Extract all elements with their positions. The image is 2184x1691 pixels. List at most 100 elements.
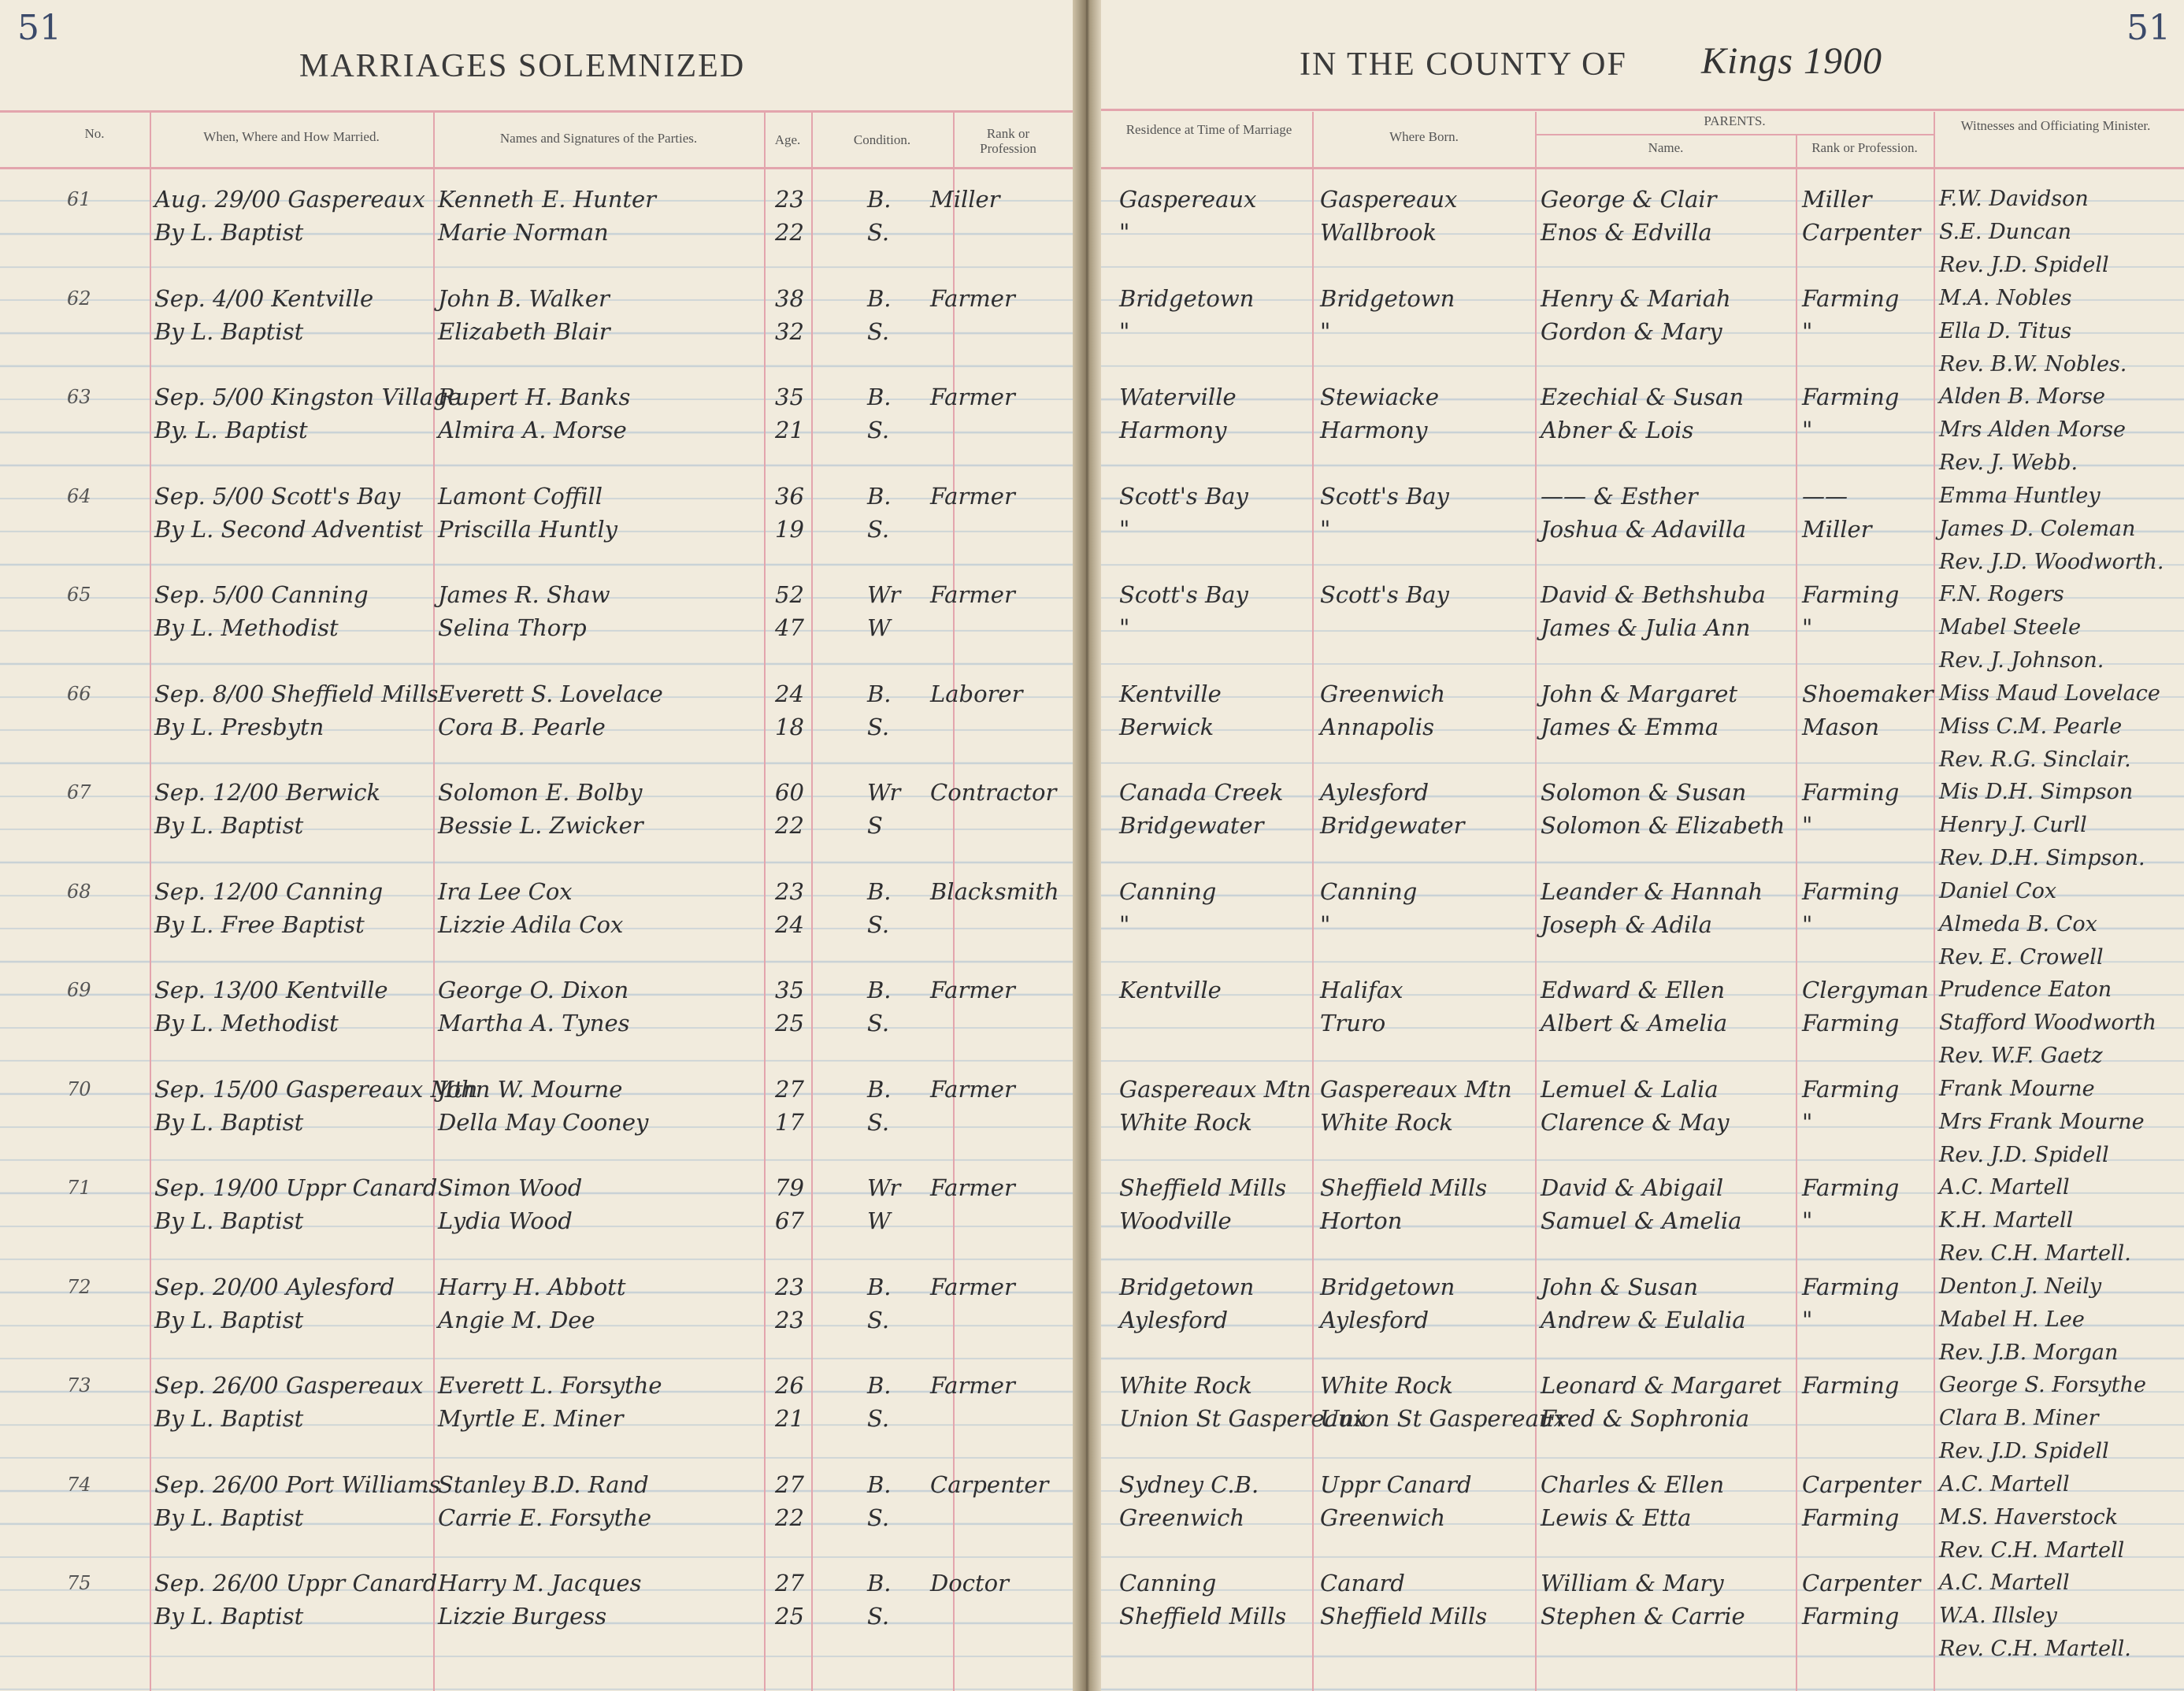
entry-residence-line: Sheffield Mills <box>1119 1603 1287 1630</box>
entry-witnesses-line: Rev. C.H. Martell. <box>1939 1637 2131 1661</box>
entry-parents-line: George & Clair <box>1541 186 1717 213</box>
entry-names-line: John W. Mourne <box>438 1075 623 1103</box>
left-page-title: MARRIAGES SOLEMNIZED <box>299 48 746 84</box>
entry-age-line: 23 <box>775 1306 804 1333</box>
entry-condition-line: S. <box>867 713 890 740</box>
entry-born-line: Scott's Bay <box>1320 482 1449 510</box>
entry-parent-rank-line: Farming <box>1802 1075 1900 1103</box>
entry-condition-line: B. <box>867 186 892 213</box>
entry-parents-line: Andrew & Eulalia <box>1541 1306 1746 1333</box>
entry-names-line: Marie Norman <box>438 219 609 246</box>
entry-parent-rank-line: " <box>1802 614 1813 641</box>
col-header-born: Where Born. <box>1389 129 1459 144</box>
entry-parents-line: Henry & Mariah <box>1541 284 1731 312</box>
entry-names-line: Stanley B.D. Rand <box>438 1470 649 1498</box>
entry-parent-rank-line: " <box>1802 1108 1813 1136</box>
entry-witnesses-line: A.C. Martell <box>1939 1471 2070 1496</box>
entry-when-line: By L. Methodist <box>154 614 339 641</box>
entry-residence-line: White Rock <box>1119 1108 1252 1136</box>
entry-age-line: 32 <box>775 317 804 345</box>
entry-age-line: 17 <box>775 1108 804 1136</box>
entry-parents-line: —— & Esther <box>1541 482 1698 510</box>
entry-number: 75 <box>67 1572 91 1594</box>
entry-rank-line: Farmer <box>930 1075 1015 1103</box>
entry-condition-line: W <box>867 614 891 641</box>
entry-when-line: By L. Baptist <box>154 1603 304 1630</box>
entry-residence-line: " <box>1119 219 1130 246</box>
entry-residence-line: Gaspereaux <box>1119 186 1257 213</box>
entry-when-line: By L. Baptist <box>154 1306 304 1333</box>
header-top-rule <box>1101 109 2184 111</box>
entry-parents-line: Albert & Amelia <box>1541 1010 1728 1036</box>
entry-born-line: Bridgetown <box>1320 284 1455 312</box>
entry-rank-line: Doctor <box>930 1570 1009 1596</box>
entry-rank-line: Farmer <box>930 1372 1015 1399</box>
book-gutter <box>1073 0 1101 1691</box>
entry-when-line: By L. Second Adventist <box>154 515 423 543</box>
entry-residence-line: Waterville <box>1119 384 1237 410</box>
entry-parents-line: William & Mary <box>1541 1570 1724 1596</box>
entry-names-line: Solomon E. Bolby <box>438 779 643 806</box>
entry-parent-rank-line: Clergyman <box>1802 977 1929 1003</box>
entry-parents-line: Ezechial & Susan <box>1541 384 1745 410</box>
entry-parents-line: John & Susan <box>1541 1273 1699 1300</box>
entry-names-line: Harry M. Jacques <box>438 1570 642 1596</box>
entry-names-line: Selina Thorp <box>438 614 587 641</box>
entry-witnesses-line: Rev. C.H. Martell <box>1939 1537 2125 1563</box>
entry-names-line: Della May Cooney <box>438 1108 649 1136</box>
column-rule <box>1312 112 1314 1691</box>
entry-parent-rank-line: " <box>1802 417 1813 443</box>
entry-condition-line: S. <box>867 219 890 246</box>
entry-born-line: " <box>1320 910 1331 938</box>
entry-condition-line: S. <box>867 1405 890 1432</box>
entry-parents-line: Enos & Edvilla <box>1541 219 1712 246</box>
entry-parent-rank-line: Farming <box>1802 1372 1900 1399</box>
entry-age-line: 35 <box>775 384 804 410</box>
entry-parents-line: Abner & Lois <box>1541 417 1694 443</box>
entry-witnesses-line: Alden B. Morse <box>1939 384 2106 409</box>
entry-when-line: Sep. 26/00 Uppr Canard <box>154 1570 438 1596</box>
entry-age-line: 79 <box>775 1174 804 1201</box>
entry-witnesses-line: M.S. Haverstock <box>1939 1504 2119 1530</box>
entry-condition-line: S. <box>867 1306 890 1333</box>
entry-witnesses-line: Prudence Eaton <box>1939 977 2112 1002</box>
entry-names-line: James R. Shaw <box>438 581 610 608</box>
entry-condition-line: B. <box>867 482 892 510</box>
entry-born-line: White Rock <box>1320 1372 1453 1399</box>
entry-age-line: 27 <box>775 1075 804 1103</box>
entry-parent-rank-line: Farming <box>1802 1174 1900 1201</box>
entry-born-line: Halifax <box>1320 977 1403 1003</box>
entry-parents-line: James & Julia Ann <box>1541 614 1751 641</box>
entry-number: 62 <box>67 287 91 310</box>
entry-age-line: 26 <box>775 1372 804 1399</box>
entry-age-line: 25 <box>775 1603 804 1630</box>
entry-condition-line: S. <box>867 515 890 543</box>
column-rule <box>433 112 435 1691</box>
entry-number: 67 <box>67 781 91 803</box>
entry-age-line: 24 <box>775 680 804 707</box>
entry-when-line: By L. Presbytn <box>154 713 324 740</box>
entry-names-line: Martha A. Tynes <box>438 1010 630 1036</box>
entry-names-line: Lydia Wood <box>438 1207 573 1234</box>
right-page-number: 51 <box>2127 8 2171 48</box>
entry-witnesses-line: Emma Huntley <box>1939 483 2101 508</box>
entry-residence-line: Canning <box>1119 1570 1217 1596</box>
entry-condition-line: S. <box>867 1108 890 1136</box>
entry-residence-line: Bridgewater <box>1119 812 1264 839</box>
entry-born-line: Gaspereaux Mtn <box>1320 1075 1512 1103</box>
entry-rank-line: Farmer <box>930 284 1015 312</box>
entry-parent-rank-line: Farming <box>1802 1603 1900 1630</box>
entry-age-line: 38 <box>775 284 804 312</box>
left-page-number: 51 <box>17 8 61 48</box>
col-header-no: No. <box>84 126 105 141</box>
entry-names-line: Harry H. Abbott <box>438 1273 626 1300</box>
entry-condition-line: B. <box>867 1075 892 1103</box>
entry-when-line: By L. Baptist <box>154 317 304 345</box>
entry-residence-line: Scott's Bay <box>1119 482 1248 510</box>
entry-born-line: " <box>1320 317 1331 345</box>
entry-witnesses-line: Rev. J. Johnson. <box>1939 648 2104 673</box>
entry-parent-rank-line: Carpenter <box>1802 1570 1921 1596</box>
entry-condition-line: B. <box>867 877 892 905</box>
entry-residence-line: Woodville <box>1119 1207 1232 1234</box>
entry-age-line: 23 <box>775 877 804 905</box>
